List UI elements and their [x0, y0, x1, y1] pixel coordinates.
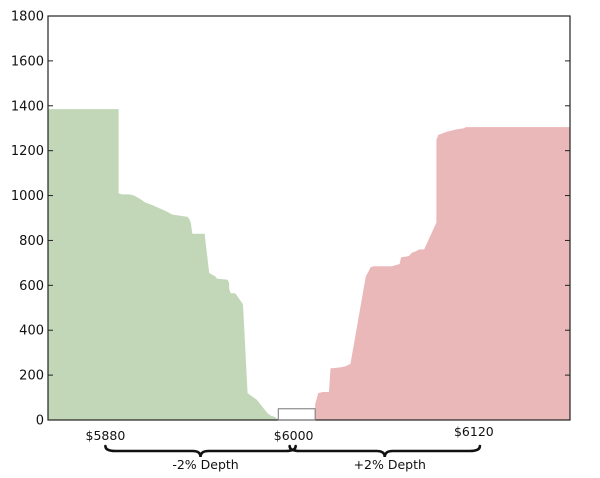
- y-tick-label: 600: [19, 279, 44, 294]
- y-tick-label: 800: [19, 234, 44, 249]
- spread-box: [277, 408, 316, 421]
- depth-label: -2% Depth: [172, 457, 238, 472]
- y-tick-label: 1200: [11, 144, 44, 159]
- asks-area: [315, 127, 570, 420]
- y-tick-label: 1000: [11, 189, 44, 204]
- y-tick-label: 400: [19, 324, 44, 339]
- price-label: $6000: [274, 428, 314, 443]
- depth-brace: [104, 444, 297, 458]
- depth-brace: [288, 444, 482, 458]
- y-axis: 0 200 400 600 800 1000 1200 1400 1600 1800: [11, 10, 570, 429]
- price-label: $6120: [454, 424, 494, 439]
- y-tick-label: 1600: [11, 54, 44, 69]
- depth-label: +2% Depth: [354, 457, 426, 472]
- y-tick-label: 0: [36, 414, 44, 429]
- y-tick-label: 1800: [11, 10, 44, 25]
- price-annotations: $5880 $6000 $6120 -2% Depth +2% Depth: [86, 424, 494, 472]
- price-label: $5880: [86, 428, 126, 443]
- y-tick-label: 200: [19, 369, 44, 384]
- bids-area: [48, 109, 279, 421]
- plot-areas: [48, 109, 570, 421]
- y-tick-label: 1400: [11, 99, 44, 114]
